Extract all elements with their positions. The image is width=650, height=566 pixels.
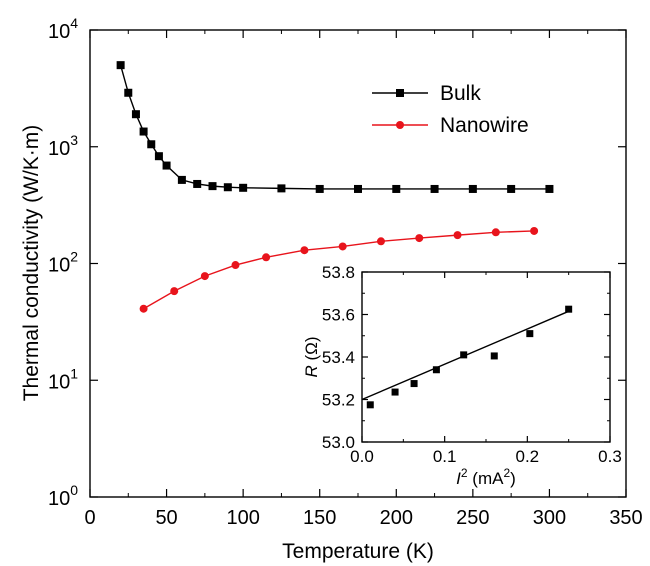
data-point-bulk — [392, 184, 401, 193]
x-tick-label: 250 — [456, 507, 489, 529]
inset-x-axis-unit: (mA — [468, 469, 505, 488]
data-point-nanowire — [300, 246, 309, 255]
inset-x-axis-var-exp: 2 — [461, 466, 468, 480]
data-point-bulk — [154, 152, 163, 161]
y-tick-label: 101 — [48, 365, 78, 393]
legend-marker-bulk — [396, 89, 404, 97]
y-tick-label-base: 10 — [48, 488, 70, 510]
data-point-nanowire — [376, 237, 385, 246]
data-point-bulk — [545, 184, 554, 193]
x-tick-label: 350 — [609, 507, 642, 529]
data-point-nanowire — [262, 253, 271, 262]
inset-x-tick-label: 0.0 — [350, 447, 374, 466]
inset-data-point — [366, 401, 374, 409]
inset-y-tick-label: 53.4 — [322, 348, 355, 367]
data-point-nanowire — [200, 272, 209, 281]
legend-label-bulk: Bulk — [440, 82, 481, 105]
series-line-nanowire — [143, 230, 535, 310]
inset-x-tick-label: 0.3 — [598, 447, 622, 466]
y-tick-label-exp: 0 — [70, 482, 78, 498]
inset-x-axis-unit-close: ) — [510, 469, 516, 488]
y-tick-label: 104 — [48, 15, 78, 43]
main-series — [116, 61, 554, 313]
data-point-bulk — [131, 110, 140, 119]
data-point-bulk — [177, 175, 186, 184]
x-tick-label: 300 — [533, 507, 566, 529]
inset-x-tick-label: 0.2 — [516, 447, 540, 466]
data-point-bulk — [468, 184, 477, 193]
inset-y-tick-label: 53.2 — [322, 391, 355, 410]
x-tick-label: 100 — [226, 507, 259, 529]
inset-data-point — [490, 352, 498, 360]
data-point-bulk — [354, 184, 362, 193]
data-point-nanowire — [338, 242, 347, 251]
y-tick-label: 103 — [48, 132, 78, 160]
y-tick-label-base: 10 — [48, 21, 70, 43]
legend-marker-nanowire — [396, 121, 404, 129]
x-axis-title: Temperature (K) — [282, 540, 434, 563]
y-tick-label: 102 — [48, 249, 78, 277]
x-tick-label: 200 — [380, 507, 413, 529]
inset-data-point — [432, 366, 440, 374]
x-tick-label: 150 — [303, 507, 336, 529]
y-tick-label-base: 10 — [48, 371, 70, 393]
data-point-nanowire — [170, 287, 179, 296]
inset-axis-ticks: 0.0 0.1 0.2 0.3 53.0 53.2 53.4 53.6 53.8 — [322, 263, 622, 466]
legend-item-bulk: Bulk — [372, 82, 481, 105]
inset-y-axis-unit: (Ω) — [302, 336, 321, 365]
data-point-bulk — [147, 140, 156, 149]
x-tick-label: 50 — [155, 507, 177, 529]
inset-y-axis-title: R (Ω) — [302, 336, 321, 377]
inset-y-tick-label: 53.6 — [322, 306, 355, 325]
data-point-nanowire — [415, 234, 424, 243]
data-point-bulk — [124, 88, 133, 97]
y-tick-label-exp: 3 — [70, 132, 78, 148]
data-point-bulk — [208, 182, 217, 191]
inset-x-axis-title: I2 (mA2) — [456, 466, 516, 488]
legend-label-nanowire: Nanowire — [440, 114, 529, 137]
inset-y-tick-label: 53.0 — [322, 433, 355, 452]
data-point-bulk — [139, 127, 148, 136]
inset-data-point — [565, 305, 573, 313]
data-point-nanowire — [530, 226, 539, 235]
data-point-nanowire — [231, 261, 240, 270]
legend: Bulk Nanowire — [372, 82, 529, 137]
data-point-nanowire — [453, 231, 462, 240]
inset-plot: 0.0 0.1 0.2 0.353.053.253.453.653.8 I2 (mA2… — [302, 263, 622, 488]
inset-x-axis-unit-exp: 2 — [503, 466, 510, 480]
data-point-bulk — [430, 184, 439, 193]
inset-data-point — [391, 388, 399, 396]
inset-x-tick-label: 0.1 — [433, 447, 457, 466]
data-point-nanowire — [139, 304, 148, 313]
data-point-nanowire — [491, 228, 500, 237]
y-tick-label-base: 10 — [48, 255, 70, 277]
data-point-bulk — [116, 61, 125, 70]
y-tick-label: 100 — [48, 482, 78, 510]
inset-y-axis-var: R — [302, 365, 321, 377]
y-tick-label-base: 10 — [48, 138, 70, 160]
x-tick-label: 0 — [84, 507, 95, 529]
data-point-bulk — [193, 179, 202, 188]
data-point-bulk — [162, 161, 171, 170]
inset-plot-frame — [361, 271, 611, 443]
data-point-bulk — [277, 184, 286, 193]
y-tick-label-exp: 4 — [70, 15, 78, 31]
legend-item-nanowire: Nanowire — [372, 114, 529, 137]
y-axis-title: Thermal conductivity (W/K·m) — [20, 125, 43, 402]
inset-x-axis-var: I — [456, 469, 461, 488]
data-point-bulk — [315, 184, 324, 193]
data-point-bulk — [223, 183, 232, 192]
inset-data-point — [410, 380, 418, 388]
y-tick-label-exp: 2 — [70, 249, 78, 265]
inset-data-point — [526, 330, 534, 338]
inset-data-point — [460, 351, 468, 359]
y-tick-label-exp: 1 — [70, 365, 78, 381]
inset-y-tick-label: 53.8 — [322, 263, 355, 282]
data-point-bulk — [239, 183, 248, 192]
data-point-bulk — [507, 184, 516, 193]
inset-series — [361, 305, 573, 409]
